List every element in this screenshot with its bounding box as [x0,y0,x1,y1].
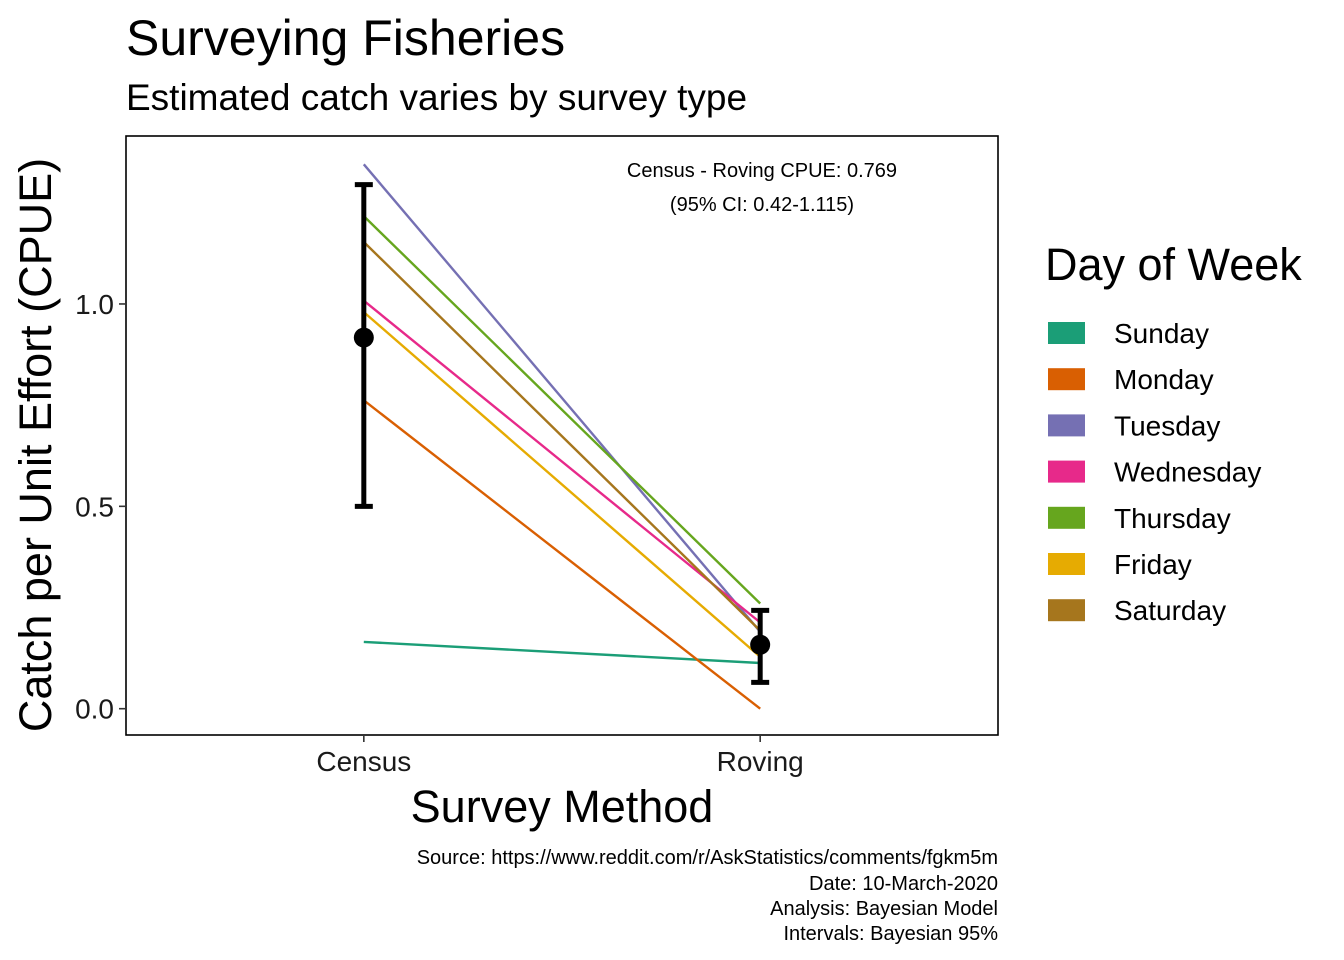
annotation-ci: (95% CI: 0.42-1.115) [670,194,854,216]
series-line-monday [363,399,761,710]
series-line-wednesday [363,299,761,624]
caption-line: Analysis: Bayesian Model [770,898,998,920]
y-axis: 0.0 0.5 1.0 [75,289,126,725]
series-line-thursday [362,215,762,605]
y-tick-label: 0.0 [75,694,114,725]
summary-intervals [353,182,771,685]
series-line-saturday [362,241,762,632]
caption-line: Intervals: Bayesian 95% [783,923,998,945]
legend-label-friday: Friday [1114,549,1192,580]
legend-title: Day of Week [1045,239,1302,290]
legend-label-monday: Monday [1114,364,1214,395]
mean-point-roving [750,634,771,655]
series-line-tuesday [362,163,762,633]
x-tick-label: Roving [717,746,804,777]
annotation-difference: Census - Roving CPUE: 0.769 [627,160,897,182]
legend-key-wednesday [1048,460,1085,483]
legend-key-sunday [1048,322,1085,344]
legend-key-saturday [1048,599,1085,622]
chart-title: Surveying Fisheries [126,10,565,66]
legend-label-tuesday: Tuesday [1114,410,1220,441]
legend-key-thursday [1048,506,1085,529]
legend: Sunday Monday Tuesday Wednesday Thursday Frid… [1048,318,1261,626]
y-axis-title: Catch per Unit Effort (CPUE) [10,158,61,732]
legend-label-sunday: Sunday [1114,318,1209,349]
plot-panel-border [125,135,999,736]
legend-label-saturday: Saturday [1114,595,1226,626]
caption: Source: https://www.reddit.com/r/AskStat… [417,847,998,945]
x-axis: Census Roving [316,735,804,777]
legend-label-thursday: Thursday [1114,503,1231,534]
x-axis-title: Survey Method [411,781,714,832]
caption-line: Source: https://www.reddit.com/r/AskStat… [417,847,998,869]
legend-key-monday [1048,368,1085,391]
series-line-friday [363,311,761,658]
x-tick-label: Census [316,746,411,777]
series-line-sunday [363,640,761,665]
legend-key-tuesday [1048,414,1085,437]
caption-line: Date: 10-March-2020 [809,873,998,895]
legend-label-wednesday: Wednesday [1114,457,1261,488]
series-lines [362,163,762,710]
y-tick-label: 0.5 [75,491,114,522]
legend-key-friday [1048,553,1085,575]
chart-subtitle: Estimated catch varies by survey type [126,77,747,118]
y-tick-label: 1.0 [75,289,114,320]
mean-point-census [353,327,374,348]
